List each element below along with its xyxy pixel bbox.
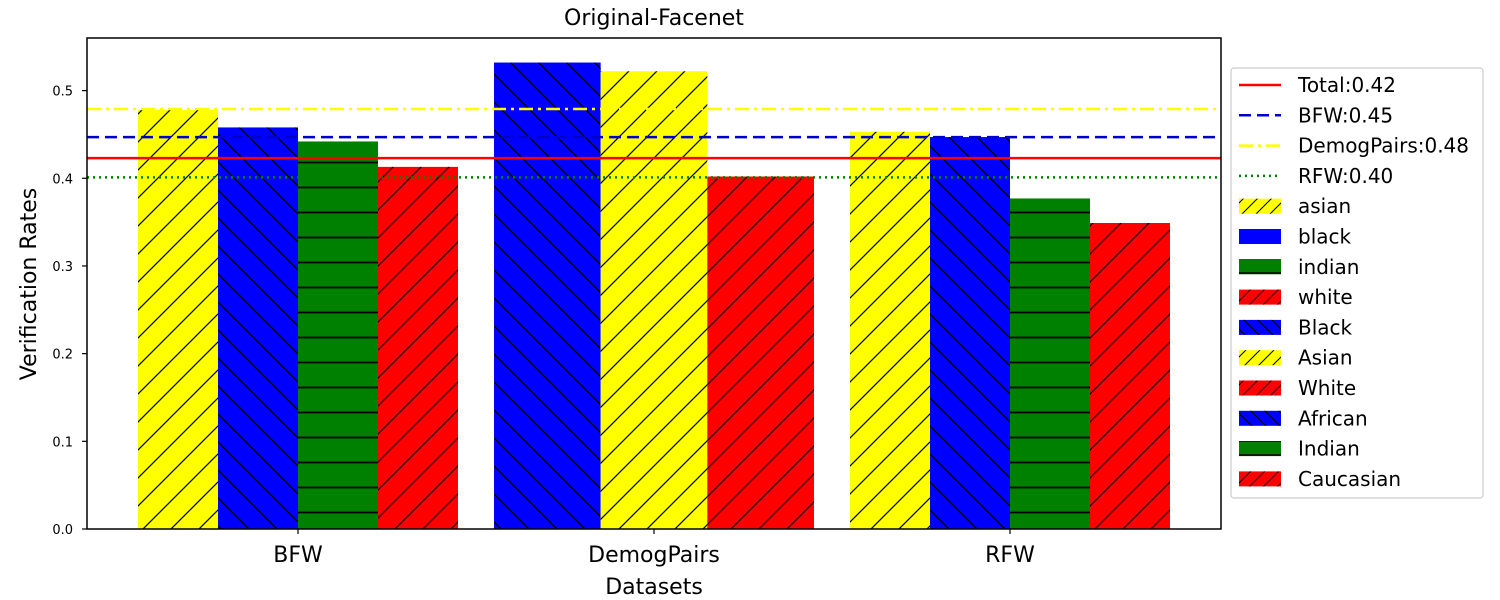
legend-patch-caucasian-13-label: Caucasian — [1298, 467, 1401, 491]
legend-patch-indian-12-swatch-hatch — [1239, 441, 1281, 457]
y-tick-label: 0.1 — [52, 435, 73, 450]
legend-line-demogpairs-0-48-2-label: DemogPairs:0.48 — [1298, 134, 1469, 158]
legend-patch-indian-6-swatch-hatch — [1239, 259, 1281, 275]
legend-patch-asian-4-swatch-hatch — [1239, 198, 1281, 214]
bar-rfw-indian-hatch — [1010, 198, 1090, 529]
y-tick-label: 0.4 — [52, 172, 73, 187]
y-tick-label: 0.2 — [52, 348, 73, 363]
reference-lines-layer — [87, 107, 1221, 179]
y-axis-label: Verification Rates — [17, 188, 42, 381]
legend-patch-indian-6-label: indian — [1298, 255, 1359, 279]
legend: Total:0.42 BFW:0.45 DemogPairs:0.48 RFW:0.4… — [1230, 67, 1484, 499]
legend-line-rfw-0-40-3-label: RFW:0.40 — [1298, 164, 1393, 188]
legend-patch-asian-9-label: Asian — [1298, 346, 1353, 370]
bar-demogpairs-white-hatch — [707, 176, 814, 529]
legend-patch-white-10-swatch-hatch — [1239, 380, 1281, 396]
legend-patch-asian-4-label: asian — [1298, 194, 1351, 218]
x-axis: BFW DemogPairs RFW — [273, 529, 1035, 568]
bar-bfw-asian-hatch — [138, 109, 218, 530]
bar-rfw-caucasian-hatch — [1090, 223, 1170, 530]
bar-bfw-indian-hatch — [298, 141, 378, 530]
x-tick-label: BFW — [273, 543, 323, 568]
x-axis-label: Datasets — [605, 575, 703, 600]
x-tick-label: RFW — [985, 543, 1035, 568]
legend-patch-black-5-swatch — [1239, 229, 1281, 244]
chart-title: Original-Facenet — [564, 6, 744, 31]
legend-patch-asian-9-swatch-hatch — [1239, 350, 1281, 366]
bar-bfw-white-hatch — [378, 166, 458, 529]
bar-demogpairs-black-hatch — [494, 62, 601, 530]
legend-patch-white-10-label: White — [1298, 376, 1356, 400]
y-tick-label: 0.3 — [52, 260, 73, 275]
legend-patch-white-7-label: white — [1298, 285, 1353, 309]
legend-patch-african-11-label: African — [1298, 406, 1368, 430]
bar-rfw-african-hatch — [930, 137, 1010, 529]
legend-patch-black-8-label: Black — [1298, 315, 1353, 339]
bar-bfw-black-hatch — [218, 127, 298, 530]
y-axis: 0.0 0.1 0.2 0.3 0.4 0.5 — [52, 85, 87, 538]
bar-demogpairs-asian-hatch — [600, 71, 708, 529]
legend-patch-caucasian-13-swatch-hatch — [1239, 471, 1281, 487]
legend-patch-indian-12-label: Indian — [1298, 437, 1360, 461]
bars-layer — [138, 62, 1170, 530]
y-tick-label: 0.5 — [52, 85, 73, 100]
legend-patch-african-11-swatch-hatch — [1239, 410, 1281, 426]
legend-patch-white-7-swatch-hatch — [1239, 289, 1281, 305]
legend-patch-black-5-label: black — [1298, 225, 1352, 249]
legend-line-bfw-0-45-1-label: BFW:0.45 — [1298, 103, 1393, 127]
legend-patch-black-8-swatch-hatch — [1239, 319, 1281, 335]
y-tick-label: 0.0 — [52, 523, 73, 538]
bar-rfw-asian-hatch — [850, 131, 930, 529]
legend-line-total-0-42-0-label: Total:0.42 — [1297, 73, 1396, 97]
legend-frame — [1230, 67, 1484, 499]
x-tick-label: DemogPairs — [588, 543, 720, 568]
